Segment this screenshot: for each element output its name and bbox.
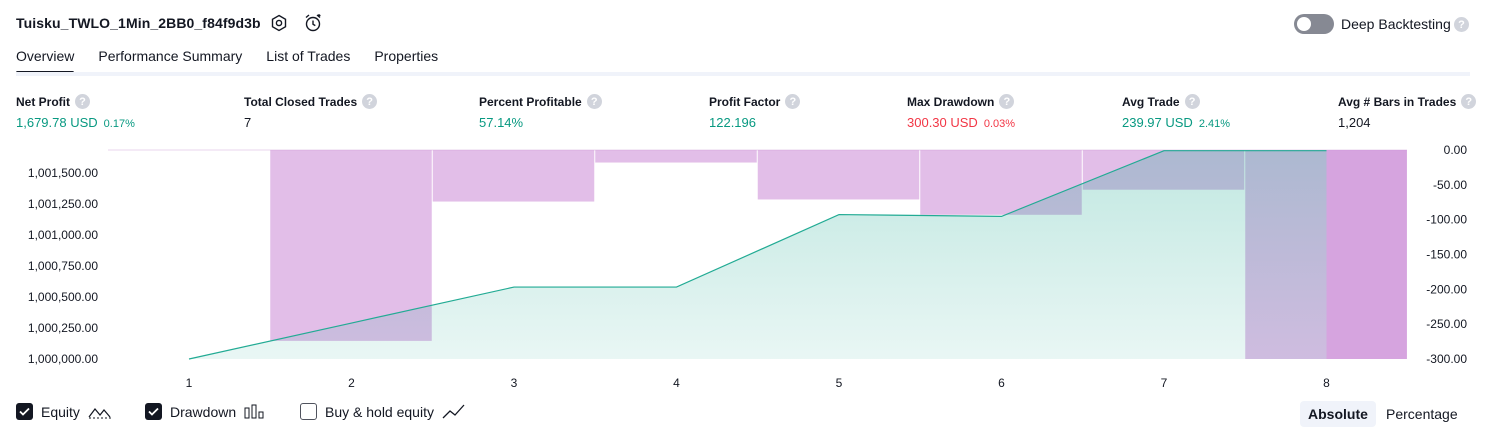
tab-properties[interactable]: Properties — [374, 48, 439, 64]
metric-value: 122.196 — [709, 115, 756, 130]
metric-profit-factor: Profit Factor? 122.196 — [709, 94, 801, 130]
metric-label: Net Profit — [16, 94, 70, 109]
metric-percent-profitable: Percent Profitable? 57.14% — [479, 94, 602, 130]
buy-hold-line-icon — [442, 404, 465, 418]
x-axis-tick: 1 — [186, 376, 193, 390]
strategy-title: Tuisku_TWLO_1Min_2BB0_f84f9d3b — [16, 15, 261, 31]
equity-area — [189, 150, 1327, 359]
right-axis-tick: -250.00 — [1426, 317, 1467, 331]
legend-buy-hold[interactable]: Buy & hold equity — [300, 403, 466, 420]
right-axis-tick: -100.00 — [1426, 213, 1467, 227]
percentage-toggle[interactable]: Percentage — [1386, 406, 1458, 422]
metric-value: 1,204 — [1338, 115, 1371, 130]
metric-label: Max Drawdown — [907, 94, 995, 109]
metric-percent: 0.17% — [103, 118, 135, 130]
x-axis-tick: 7 — [1161, 376, 1168, 390]
metric-value: 1,679.78 USD — [16, 115, 98, 130]
absolute-toggle[interactable]: Absolute — [1300, 401, 1376, 427]
info-icon[interactable]: ? — [362, 94, 378, 109]
metric-value: 57.14% — [479, 115, 524, 130]
right-axis-tick: -150.00 — [1426, 248, 1467, 262]
x-axis-tick: 4 — [673, 376, 680, 390]
right-axis-tick: -200.00 — [1426, 282, 1467, 296]
equity-checkbox[interactable] — [16, 403, 33, 420]
metric-label: Profit Factor — [709, 94, 781, 109]
equity-label: Equity — [41, 403, 80, 420]
deep-backtesting-label: Deep Backtesting — [1341, 16, 1451, 32]
left-axis-tick: 1,000,750.00 — [28, 259, 98, 273]
drawdown-bar — [270, 150, 432, 341]
info-icon[interactable]: ? — [999, 94, 1015, 109]
tab-performance-summary[interactable]: Performance Summary — [98, 48, 243, 64]
x-axis-tick: 5 — [836, 376, 843, 390]
tab-overview[interactable]: Overview — [16, 48, 75, 74]
buy-hold-checkbox[interactable] — [300, 403, 317, 420]
legend-equity[interactable]: Equity — [16, 403, 112, 420]
metric-label: Percent Profitable — [479, 94, 582, 109]
info-icon[interactable]: ? — [75, 94, 90, 109]
metric-net-profit: Net Profit? 1,679.78 USD 0.17% — [16, 94, 135, 130]
info-icon[interactable]: ? — [586, 94, 602, 109]
drawdown-bars-icon — [244, 404, 264, 418]
right-axis-tick: -50.00 — [1433, 178, 1467, 192]
metric-total-closed-trades: Total Closed Trades? 7 — [244, 94, 378, 130]
drawdown-label: Drawdown — [170, 403, 237, 420]
left-axis-tick: 1,001,000.00 — [28, 228, 98, 242]
alarm-clock-icon[interactable] — [302, 12, 324, 34]
left-axis-tick: 1,000,250.00 — [28, 321, 98, 335]
drawdown-bar — [757, 150, 920, 200]
drawdown-checkbox[interactable] — [145, 403, 162, 420]
left-axis-tick: 1,000,000.00 — [28, 352, 98, 366]
drawdown-bar-tail — [1326, 150, 1407, 359]
metric-avg-bars: Avg # Bars in Trades? 1,204 — [1338, 94, 1477, 130]
x-axis-tick: 8 — [1323, 376, 1330, 390]
x-axis-tick: 6 — [998, 376, 1005, 390]
right-axis-tick: -300.00 — [1426, 352, 1467, 366]
settings-icon[interactable] — [268, 12, 290, 34]
left-axis-tick: 1,001,250.00 — [28, 197, 98, 211]
x-axis-tick: 3 — [511, 376, 518, 390]
metric-label: Avg Trade — [1122, 94, 1180, 109]
deep-backtesting-toggle[interactable] — [1294, 14, 1334, 34]
metric-percent: 2.41% — [1198, 118, 1231, 130]
metric-percent: 0.03% — [983, 118, 1016, 130]
metric-value: 7 — [244, 115, 252, 130]
equity-drawdown-chart: 1,000,000.00 1,000,250.00 1,000,500.00 1,00… — [28, 143, 1468, 390]
tabs-divider — [16, 72, 1470, 76]
x-axis-tick: 2 — [348, 376, 355, 390]
toggle-knob — [1297, 17, 1311, 31]
legend-drawdown[interactable]: Drawdown — [145, 403, 266, 420]
metric-value: 300.30 USD — [907, 115, 978, 130]
metric-label: Total Closed Trades — [244, 94, 358, 109]
tab-list-of-trades[interactable]: List of Trades — [266, 48, 351, 64]
info-icon[interactable]: ? — [1461, 94, 1477, 109]
tab-bar: Overview Performance Summary List of Tra… — [16, 48, 439, 74]
deep-backtesting-help-icon[interactable]: ? — [1454, 17, 1469, 32]
metric-value: 239.97 USD — [1122, 115, 1193, 130]
buy-hold-label: Buy & hold equity — [325, 403, 434, 420]
right-axis-tick: 0.00 — [1444, 143, 1468, 157]
metric-avg-trade: Avg Trade? 239.97 USD 2.41% — [1122, 94, 1230, 130]
left-axis-tick: 1,001,500.00 — [28, 166, 98, 180]
drawdown-bar — [595, 150, 757, 163]
info-icon[interactable]: ? — [1184, 94, 1200, 109]
metric-max-drawdown: Max Drawdown? 300.30 USD 0.03% — [907, 94, 1015, 130]
left-axis-tick: 1,000,500.00 — [28, 290, 98, 304]
equity-line — [188, 150, 1327, 360]
metric-label: Avg # Bars in Trades — [1338, 94, 1457, 109]
equity-line-icon — [88, 407, 111, 418]
info-icon[interactable]: ? — [785, 94, 801, 109]
drawdown-bar — [432, 150, 595, 202]
